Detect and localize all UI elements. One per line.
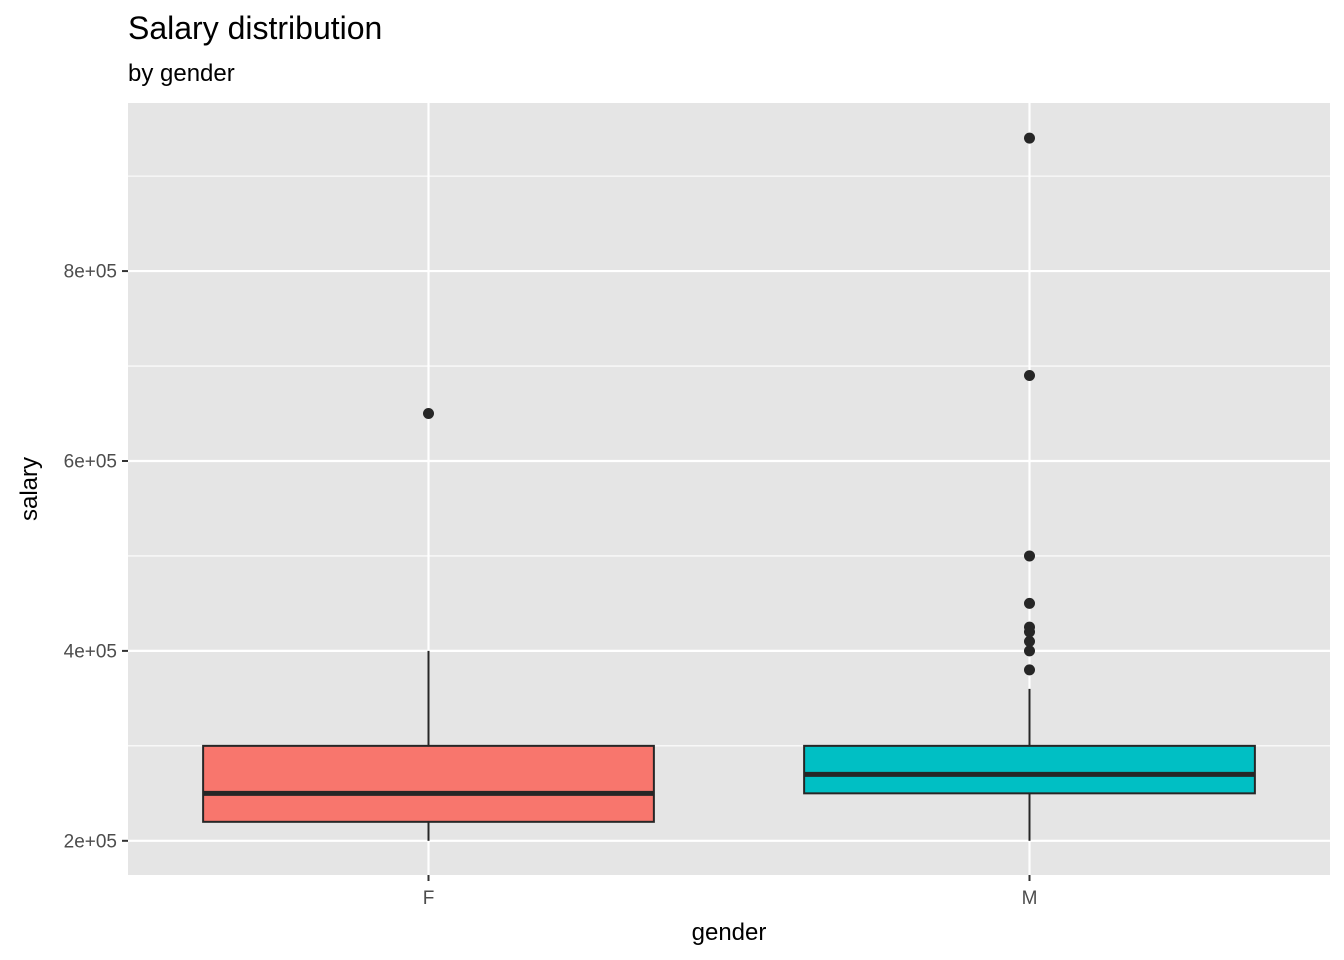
iqr-box <box>803 744 1256 795</box>
outlier-point <box>1024 370 1035 382</box>
outlier-point <box>1024 132 1035 144</box>
y-axis-title: salary <box>16 457 43 521</box>
x-tick-label: F <box>423 888 435 909</box>
box-layer <box>202 132 1256 841</box>
outlier-point <box>1024 664 1035 676</box>
y-axis: 2e+05 4e+05 6e+05 8e+05 <box>64 262 128 852</box>
chart-subtitle: by gender <box>128 60 235 87</box>
box-m <box>803 132 1256 841</box>
y-tick-label: 8e+05 <box>64 262 117 283</box>
x-tick-label: M <box>1022 888 1038 909</box>
y-tick-label: 6e+05 <box>64 451 117 472</box>
iqr-box <box>202 744 655 823</box>
x-axis-title: gender <box>692 919 767 946</box>
y-tick-label: 2e+05 <box>64 831 117 852</box>
outlier-point <box>1024 597 1035 609</box>
outlier-point <box>423 408 434 420</box>
chart-title: Salary distribution <box>128 10 382 46</box>
y-tick-label: 4e+05 <box>64 641 117 662</box>
outlier-point <box>1024 635 1035 647</box>
box-f <box>202 408 655 841</box>
outlier-point <box>1024 550 1035 562</box>
outlier-point <box>1024 645 1035 657</box>
outlier-point <box>1024 621 1035 633</box>
